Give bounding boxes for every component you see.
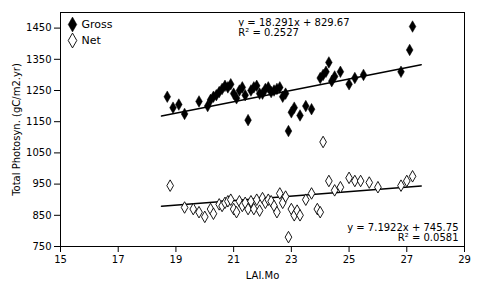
svg-text:950: 950	[32, 178, 51, 189]
svg-text:750: 750	[32, 241, 51, 252]
svg-text:25: 25	[343, 254, 356, 265]
svg-text:y = 18.291x + 829.67R² = 0.252: y = 18.291x + 829.67R² = 0.2527	[238, 17, 349, 38]
svg-text:1350: 1350	[26, 54, 51, 65]
svg-text:Net: Net	[82, 34, 102, 47]
svg-text:15: 15	[54, 254, 67, 265]
svg-text:29: 29	[458, 254, 471, 265]
svg-text:27: 27	[400, 254, 413, 265]
svg-text:850: 850	[32, 210, 51, 221]
svg-text:Gross: Gross	[82, 18, 113, 31]
svg-text:1150: 1150	[26, 116, 51, 127]
svg-text:1050: 1050	[26, 147, 51, 158]
svg-text:19: 19	[170, 254, 183, 265]
svg-text:y = 7.1922x + 745.75R² = 0.058: y = 7.1922x + 745.75R² = 0.0581	[347, 222, 458, 243]
svg-text:17: 17	[112, 254, 125, 265]
svg-text:21: 21	[227, 254, 240, 265]
svg-text:1450: 1450	[26, 22, 51, 33]
svg-text:1250: 1250	[26, 85, 51, 96]
svg-text:23: 23	[285, 254, 298, 265]
svg-text:Total Photosyn. (gC/m2.yr): Total Photosyn. (gC/m2.yr)	[11, 63, 22, 197]
svg-text:LAI.Mo: LAI.Mo	[246, 270, 280, 281]
